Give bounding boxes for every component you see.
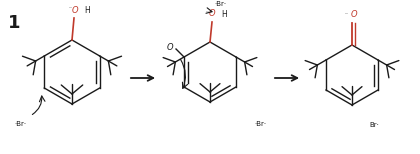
Text: ·Br·: ·Br·: [254, 121, 266, 127]
Text: 1: 1: [8, 14, 21, 32]
Text: O: O: [209, 9, 215, 18]
Text: O: O: [351, 10, 357, 19]
Text: O: O: [72, 6, 78, 15]
Text: ··: ··: [68, 6, 72, 10]
Text: ··: ··: [344, 12, 348, 16]
Text: H: H: [84, 6, 90, 14]
Text: H: H: [221, 10, 227, 18]
Text: ·Br·: ·Br·: [214, 1, 226, 7]
Text: Br·: Br·: [369, 122, 379, 128]
Text: ·Br·: ·Br·: [14, 121, 26, 127]
Text: ··: ··: [205, 10, 209, 14]
Text: O: O: [167, 43, 173, 51]
